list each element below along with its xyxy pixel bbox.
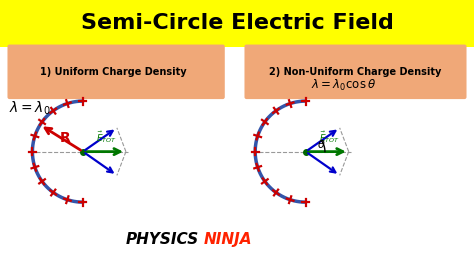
Text: $\theta$: $\theta$ (317, 138, 326, 150)
FancyBboxPatch shape (8, 44, 225, 99)
Text: $\lambda=\lambda_0$: $\lambda=\lambda_0$ (9, 100, 51, 117)
Text: PHYSICS: PHYSICS (126, 232, 199, 247)
FancyBboxPatch shape (245, 44, 466, 99)
Text: $\lambda=\lambda_0\cos\theta$: $\lambda=\lambda_0\cos\theta$ (311, 78, 376, 94)
Text: NINJA: NINJA (204, 232, 252, 247)
Text: R: R (59, 131, 70, 145)
Text: $\vec{E}_{TOT}$: $\vec{E}_{TOT}$ (319, 129, 340, 145)
Text: 1) Uniform Charge Density: 1) Uniform Charge Density (40, 67, 187, 77)
Text: Semi-Circle Electric Field: Semi-Circle Electric Field (81, 13, 393, 33)
Text: 2) Non-Uniform Charge Density: 2) Non-Uniform Charge Density (269, 67, 442, 77)
Text: $\vec{E}_{TOT}$: $\vec{E}_{TOT}$ (96, 129, 117, 145)
Bar (0, 0, 474, 47)
